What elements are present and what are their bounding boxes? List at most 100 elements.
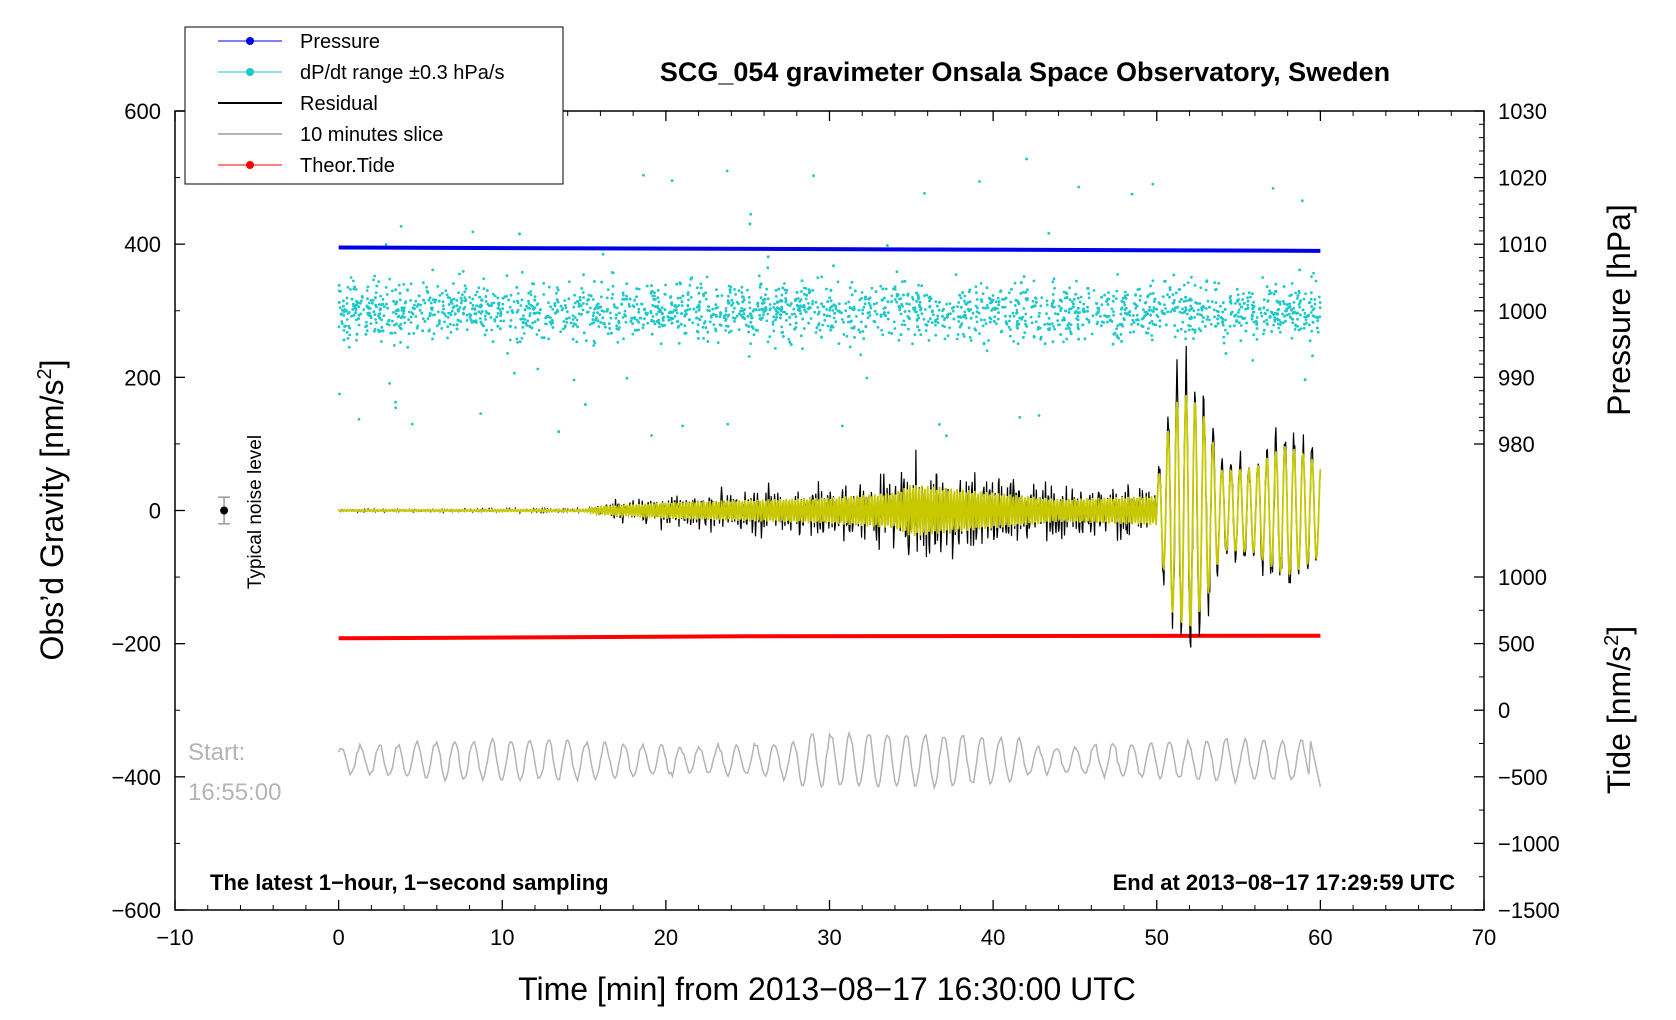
dpdt-point	[688, 318, 691, 322]
dpdt-point	[528, 307, 531, 310]
dpdt-point	[764, 293, 767, 296]
pressure-tick-label: 1000	[1498, 299, 1547, 324]
dpdt-point	[988, 296, 991, 300]
dpdt-point	[465, 313, 469, 317]
dpdt-point	[625, 376, 629, 380]
dpdt-point	[969, 339, 973, 342]
dpdt-point	[450, 309, 454, 313]
dpdt-point	[657, 300, 661, 304]
dpdt-point	[1250, 317, 1254, 321]
dpdt-point	[417, 294, 421, 298]
tide-tick-label: −1500	[1498, 898, 1560, 923]
dpdt-point	[1067, 311, 1071, 314]
dpdt-point	[1196, 312, 1200, 316]
dpdt-point	[386, 306, 389, 310]
dpdt-point	[1008, 334, 1012, 338]
dpdt-point	[892, 287, 895, 291]
dpdt-point	[528, 325, 532, 329]
dpdt-point	[666, 315, 670, 319]
dpdt-point	[848, 286, 852, 290]
dpdt-point	[578, 296, 582, 299]
dpdt-point	[383, 305, 386, 309]
dpdt-point	[1251, 359, 1255, 362]
dpdt-point	[903, 310, 907, 313]
dpdt-point	[1158, 325, 1162, 328]
dpdt-point	[567, 297, 571, 301]
x-tick-label: 20	[654, 925, 678, 950]
dpdt-point	[392, 299, 395, 303]
dpdt-point	[796, 297, 800, 300]
dpdt-point	[379, 340, 383, 343]
pressure-tick-label: 1020	[1498, 166, 1547, 191]
dpdt-point	[587, 293, 591, 297]
dpdt-point	[1199, 329, 1203, 333]
y-axis-label-left-close: ]	[34, 360, 70, 369]
dpdt-point	[759, 283, 762, 287]
dpdt-point	[1233, 314, 1236, 318]
y-tick-label-left: 400	[124, 232, 161, 257]
pressure-tick-label: 990	[1498, 365, 1535, 390]
dpdt-point	[804, 310, 808, 314]
dpdt-point	[365, 289, 369, 292]
dpdt-point	[1147, 308, 1151, 312]
dpdt-point	[601, 316, 605, 320]
dpdt-point	[1016, 342, 1020, 346]
dpdt-point	[733, 320, 736, 323]
dpdt-point	[1151, 182, 1155, 186]
dpdt-point	[1239, 324, 1243, 327]
dpdt-point	[557, 430, 561, 434]
dpdt-point	[1012, 340, 1015, 343]
dpdt-point	[394, 400, 397, 404]
dpdt-point	[789, 302, 793, 305]
dpdt-point	[484, 300, 488, 303]
dpdt-point	[525, 324, 529, 327]
dpdt-point	[491, 340, 495, 344]
dpdt-point	[809, 317, 813, 320]
dpdt-point	[1068, 307, 1071, 311]
dpdt-point	[1255, 321, 1259, 325]
x-tick-label: 10	[490, 925, 514, 950]
dpdt-point	[385, 322, 389, 326]
dpdt-point	[714, 303, 718, 306]
dpdt-point	[448, 322, 452, 326]
dpdt-point	[447, 311, 450, 315]
dpdt-point	[745, 323, 748, 327]
dpdt-point	[1189, 304, 1193, 308]
dpdt-point	[761, 301, 765, 305]
dpdt-point	[706, 340, 710, 343]
dpdt-point	[642, 173, 645, 177]
dpdt-point	[1205, 318, 1209, 321]
noise-marker	[218, 496, 231, 525]
dpdt-point	[631, 316, 634, 320]
dpdt-point	[919, 333, 923, 336]
dpdt-point	[679, 282, 682, 286]
dpdt-point	[1106, 303, 1110, 306]
dpdt-point	[1309, 297, 1313, 301]
dpdt-point	[876, 326, 880, 329]
dpdt-point	[985, 349, 989, 353]
legend-swatch-dot	[246, 37, 254, 45]
dpdt-point	[400, 309, 404, 312]
dpdt-point	[1246, 303, 1250, 307]
dpdt-point	[765, 319, 769, 323]
dpdt-point	[403, 301, 407, 305]
dpdt-point	[351, 308, 355, 311]
dpdt-point	[547, 315, 550, 319]
dpdt-point	[509, 319, 513, 322]
dpdt-point	[354, 288, 358, 291]
dpdt-point	[807, 306, 811, 310]
dpdt-point	[727, 300, 730, 304]
dpdt-point	[432, 298, 435, 301]
dpdt-point	[978, 332, 981, 335]
dpdt-point	[680, 300, 684, 304]
dpdt-point	[1096, 310, 1100, 314]
dpdt-point	[515, 337, 519, 341]
dpdt-point	[1272, 313, 1275, 316]
dpdt-point	[567, 280, 571, 284]
dpdt-point	[562, 320, 566, 323]
dpdt-point	[446, 316, 450, 319]
dpdt-point	[1193, 284, 1197, 287]
dpdt-point	[591, 318, 595, 321]
dpdt-point	[670, 179, 674, 183]
dpdt-point	[609, 311, 612, 315]
